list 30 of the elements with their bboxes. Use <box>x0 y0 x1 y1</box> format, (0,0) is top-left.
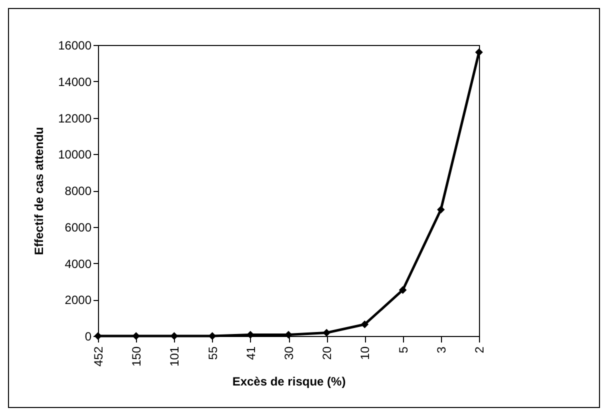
x-tick-label: 150 <box>130 346 144 367</box>
y-tick-label: 16000 <box>58 38 92 52</box>
point <box>437 206 445 214</box>
x-tick-label: 20 <box>320 346 334 360</box>
y-tick-label: 0 <box>84 330 92 344</box>
point <box>360 320 369 328</box>
point <box>94 332 102 340</box>
y-tick-label: 10000 <box>58 148 92 162</box>
y-axis-title: Effectif de cas attendu <box>32 126 46 256</box>
y-tick-label: 2000 <box>64 293 92 308</box>
point <box>132 332 140 340</box>
point <box>322 328 330 337</box>
y-tick-label: 14000 <box>58 74 92 89</box>
x-tick-label: 2 <box>472 346 486 354</box>
x-tick-label: 5 <box>396 346 410 354</box>
point <box>398 286 407 294</box>
x-tick-label: 55 <box>206 346 220 360</box>
x-tick-label: 41 <box>244 346 258 360</box>
y-tick-label: 12000 <box>58 111 92 126</box>
x-tick-label: 101 <box>168 346 182 367</box>
point <box>475 48 483 56</box>
y-tick-label: 4000 <box>64 256 92 271</box>
x-tick-label: 452 <box>92 346 106 367</box>
x-tick-label: 30 <box>282 346 296 360</box>
y-tick-label: 6000 <box>64 220 92 234</box>
y-tick-label: 8000 <box>64 184 92 198</box>
x-axis-title: Excès de risque (%) <box>232 374 346 389</box>
point <box>284 330 292 339</box>
x-tick-label: 3 <box>434 346 448 354</box>
x-tick-label: 10 <box>358 346 372 360</box>
